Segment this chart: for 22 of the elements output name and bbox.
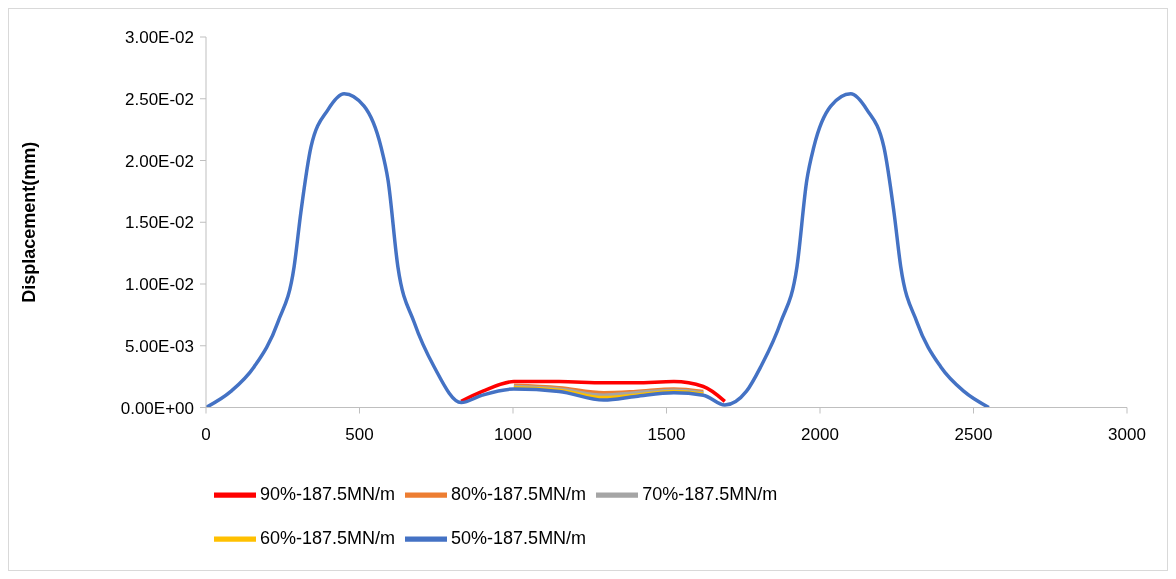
- x-tick-label: 1500: [647, 424, 686, 444]
- line-series: [206, 92, 991, 408]
- y-axis-title: Displacement(mm): [19, 141, 40, 303]
- x-tick-label: 3000: [1108, 424, 1146, 444]
- x-tick-label: 2000: [801, 424, 839, 444]
- x-tick-label: 2500: [954, 424, 993, 444]
- y-tick-label: 2.50E-02: [125, 89, 194, 109]
- y-tick-label: 5.00E-03: [125, 336, 194, 356]
- y-tick-label: 1.00E-02: [125, 275, 194, 295]
- legend-label: 50%-187.5MN/m: [451, 527, 587, 548]
- y-tick-label: 1.50E-02: [125, 213, 194, 233]
- x-tick-label: 500: [345, 424, 374, 444]
- y-tick-label: 2.00E-02: [125, 151, 194, 171]
- legend-label: 80%-187.5MN/m: [451, 483, 587, 504]
- legend-label: 60%-187.5MN/m: [260, 527, 396, 548]
- x-tick-label: 1000: [494, 424, 532, 444]
- y-tick-label: 0.00E+00: [120, 398, 194, 418]
- legend-label: 70%-187.5MN/m: [642, 483, 778, 504]
- line-series: [459, 379, 727, 404]
- x-tick-label: 0: [201, 424, 211, 444]
- y-tick-label: 3.00E-02: [125, 28, 194, 48]
- legend-label: 90%-187.5MN/m: [260, 483, 396, 504]
